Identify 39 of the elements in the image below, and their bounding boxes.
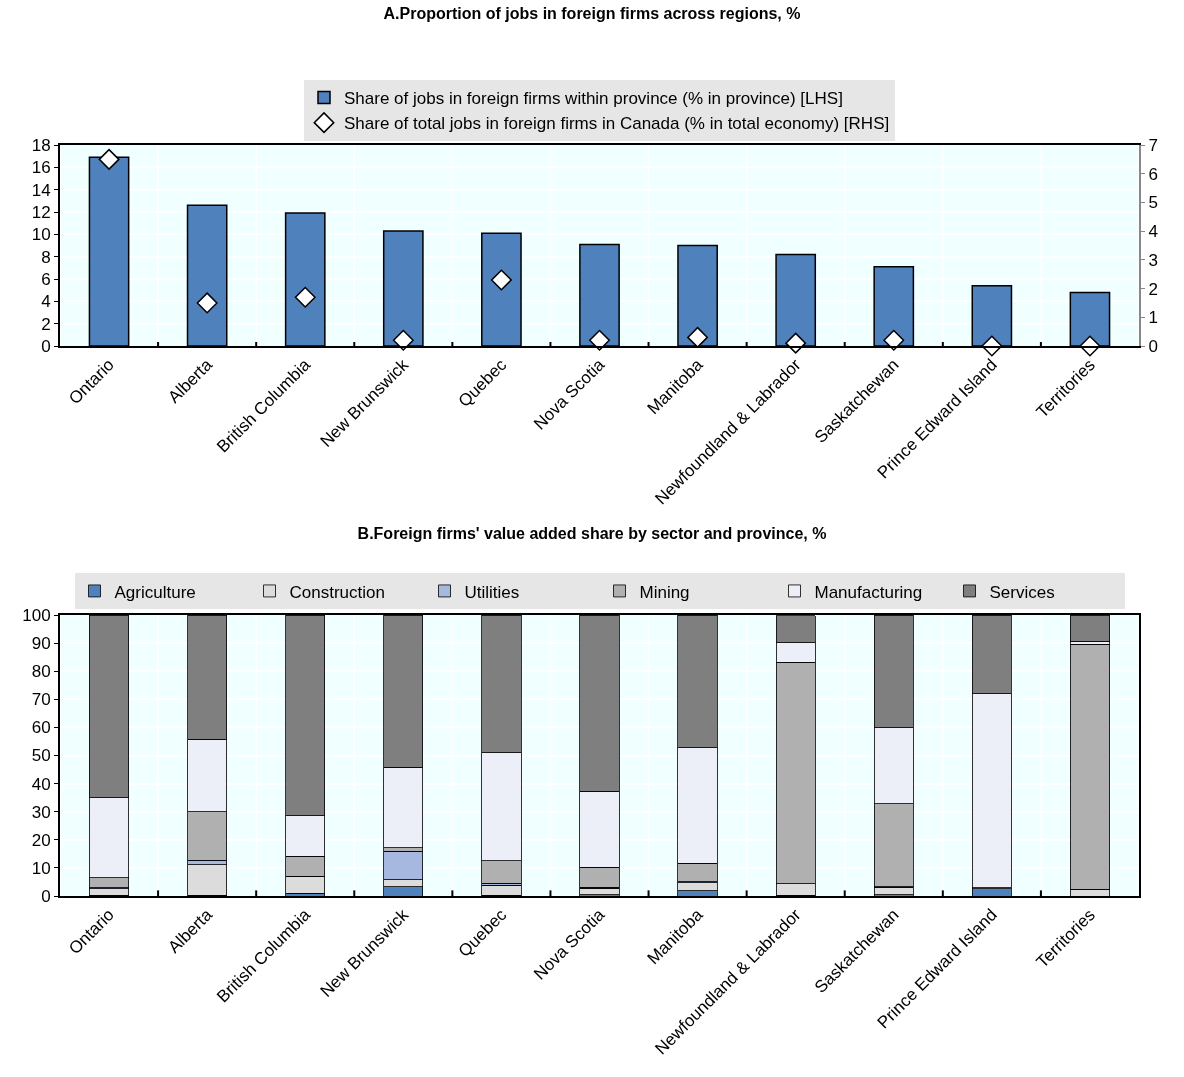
- y-tick-label: 0: [41, 886, 51, 906]
- legend-label: Mining: [639, 582, 690, 602]
- chart-title: A.Proportion of jobs in foreign firms across regions, %: [383, 5, 801, 22]
- y-tick-label: 20: [31, 830, 51, 850]
- y-tick-label: 40: [31, 774, 51, 794]
- y-tick-label: 18: [31, 135, 51, 155]
- legend-label: Construction: [289, 582, 385, 602]
- y2-tick-label: 7: [1148, 135, 1158, 155]
- legend-label: Utilities: [464, 582, 520, 602]
- chart-title: B.Foreign firms' value added share by sector and province, %: [357, 525, 827, 543]
- y-tick-label: 80: [31, 662, 51, 682]
- y-tick-label: 6: [41, 269, 51, 289]
- y-tick-label: 10: [31, 858, 51, 878]
- y-tick-label: 50: [31, 746, 51, 766]
- y-tick-label: 60: [31, 718, 51, 738]
- legend-label: Manufacturing: [814, 582, 923, 602]
- y2-tick-label: 2: [1148, 279, 1158, 299]
- y-tick-label: 2: [41, 314, 51, 334]
- y2-tick-label: 4: [1148, 222, 1158, 242]
- legend-label: Services: [989, 582, 1055, 602]
- y2-tick-label: 0: [1148, 336, 1158, 356]
- y2-tick-label: 6: [1148, 164, 1158, 184]
- y2-tick-label: 1: [1148, 308, 1158, 328]
- legend-label: Share of jobs in foreign firms within province (% in province) [LHS]: [344, 89, 843, 109]
- y-tick-label: 4: [41, 292, 51, 312]
- y-tick-label: 30: [31, 802, 51, 822]
- y-tick-label: 16: [31, 158, 51, 178]
- y-tick-label: 10: [31, 225, 51, 245]
- y2-tick-label: 5: [1148, 193, 1158, 213]
- y-tick-label: 100: [22, 605, 51, 625]
- y-tick-label: 12: [31, 202, 51, 222]
- y-tick-label: 90: [31, 634, 51, 654]
- y-tick-label: 14: [31, 180, 51, 200]
- y2-tick-label: 3: [1148, 250, 1158, 270]
- y-tick-label: 8: [41, 247, 51, 267]
- legend-label: Agriculture: [114, 582, 196, 602]
- y-tick-label: 70: [31, 690, 51, 710]
- y-tick-label: 0: [41, 336, 51, 356]
- legend-label: Share of total jobs in foreign firms in Canada (% in total economy) [RHS]: [344, 114, 890, 134]
